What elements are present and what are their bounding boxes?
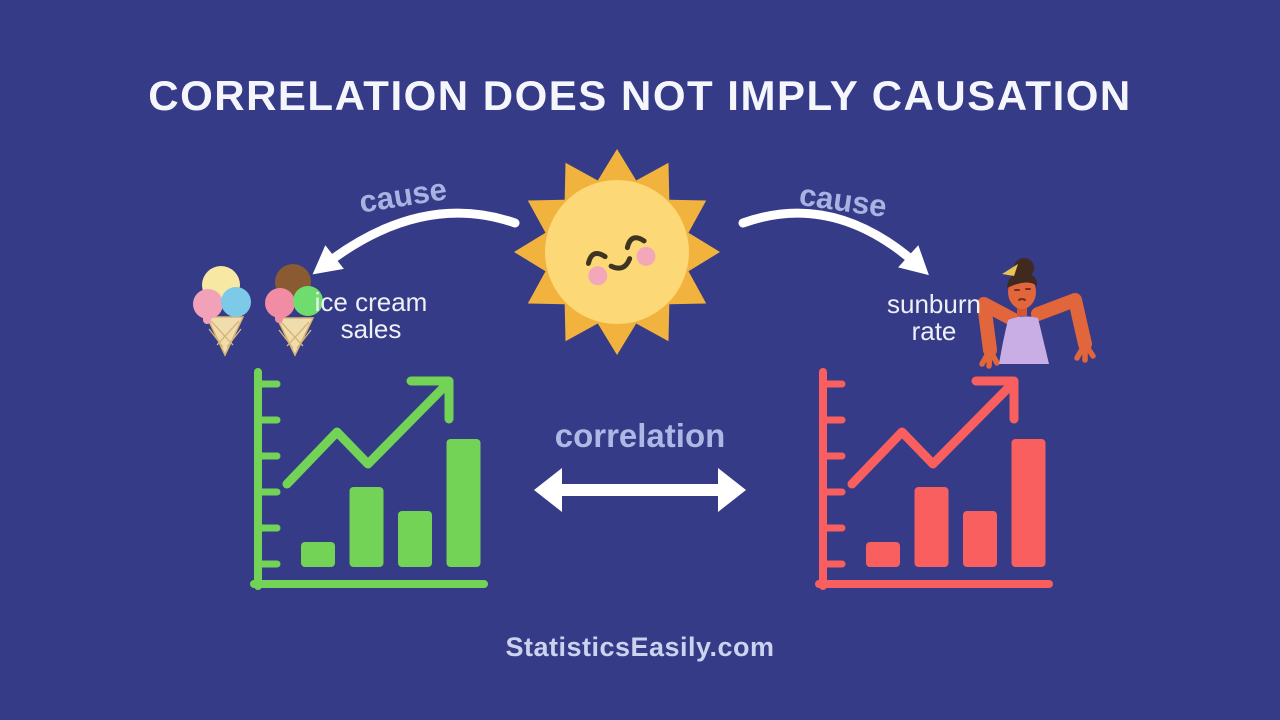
left-item-label: ice cream sales — [301, 289, 441, 343]
sun-disc — [545, 180, 689, 324]
ice-cream-cones-icon — [193, 264, 323, 357]
right-item-label-line2: rate — [911, 316, 957, 346]
sun-face — [585, 235, 656, 286]
double-headed-arrow-icon — [534, 468, 746, 512]
sunburned-person-icon — [977, 258, 1096, 369]
cause-arrow-right-icon — [738, 208, 929, 276]
left-item-label-line1: ice cream — [314, 287, 428, 317]
site-credit: StatisticsEasily.com — [505, 632, 775, 662]
left-item-label-line2: sales — [340, 314, 402, 344]
right-item-label: sunburn rate — [874, 291, 994, 345]
page-title: CORRELATION DOES NOT IMPLY CAUSATION — [148, 72, 1132, 119]
smiling-sun-icon — [514, 149, 720, 355]
cause-arrow-left-icon — [312, 208, 520, 275]
sunburn-rate-chart — [815, 368, 1055, 593]
ice-cream-sales-chart — [250, 368, 490, 593]
right-item-label-line1: sunburn — [887, 289, 981, 319]
correlation-label: correlation — [554, 417, 726, 454]
